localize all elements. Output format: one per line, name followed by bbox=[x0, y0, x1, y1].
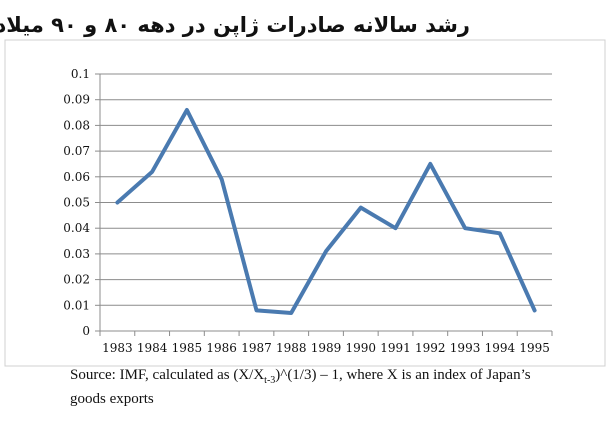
x-tick-label: 1986 bbox=[206, 341, 237, 355]
x-tick-label: 1994 bbox=[485, 341, 516, 355]
y-tick-label: 0.1 bbox=[71, 67, 90, 81]
x-tick-label: 1995 bbox=[519, 341, 550, 355]
x-tick-label: 1993 bbox=[450, 341, 481, 355]
y-tick-label: 0.02 bbox=[63, 273, 90, 287]
x-tick-label: 1988 bbox=[276, 341, 307, 355]
x-tick-label: 1983 bbox=[102, 341, 133, 355]
y-tick-label: 0.09 bbox=[63, 93, 90, 107]
source-subscript: t-3 bbox=[264, 375, 276, 386]
y-tick-label: 0 bbox=[82, 324, 90, 338]
source-prefix: Source: IMF, calculated as (X/X bbox=[70, 367, 265, 383]
y-tick-label: 0.08 bbox=[63, 118, 90, 132]
x-tick-label: 1987 bbox=[241, 341, 272, 355]
y-tick-label: 0.01 bbox=[63, 298, 90, 312]
y-tick-label: 0.06 bbox=[63, 170, 90, 184]
y-tick-label: 0.03 bbox=[63, 247, 90, 261]
y-tick-labels: 0 0.01 0.02 0.03 0.04 0.05 0.06 0.07 0.08 0.09 0.1 bbox=[63, 67, 90, 338]
series bbox=[115, 108, 537, 315]
axes bbox=[95, 73, 553, 336]
chart-title: رشد سالانه صادرات ژاپن در دهه ۸۰ و ۹۰ می… bbox=[0, 13, 470, 37]
x-tick-label: 1989 bbox=[311, 341, 342, 355]
x-tick-label: 1992 bbox=[415, 341, 446, 355]
source-note: Source: IMF, calculated as (X/Xt-3)^(1/3… bbox=[70, 366, 550, 409]
x-tick-labels: 1983 1984 1985 1986 1987 1988 1989 1990 1991 1992… bbox=[102, 341, 550, 355]
x-tick-label: 1991 bbox=[380, 341, 411, 355]
y-tick-label: 0.05 bbox=[63, 196, 90, 210]
x-tick-label: 1985 bbox=[172, 341, 203, 355]
x-tick-label: 1990 bbox=[345, 341, 376, 355]
x-tick-label: 1984 bbox=[137, 341, 168, 355]
grid-lines bbox=[100, 73, 552, 306]
series-line bbox=[115, 108, 537, 315]
y-tick-label: 0.04 bbox=[63, 221, 90, 235]
plot-frame bbox=[4, 39, 606, 367]
source-suffix: )^(1/3) – 1, where X is an index of Japa… bbox=[70, 367, 531, 407]
y-tick-label: 0.07 bbox=[63, 144, 90, 158]
